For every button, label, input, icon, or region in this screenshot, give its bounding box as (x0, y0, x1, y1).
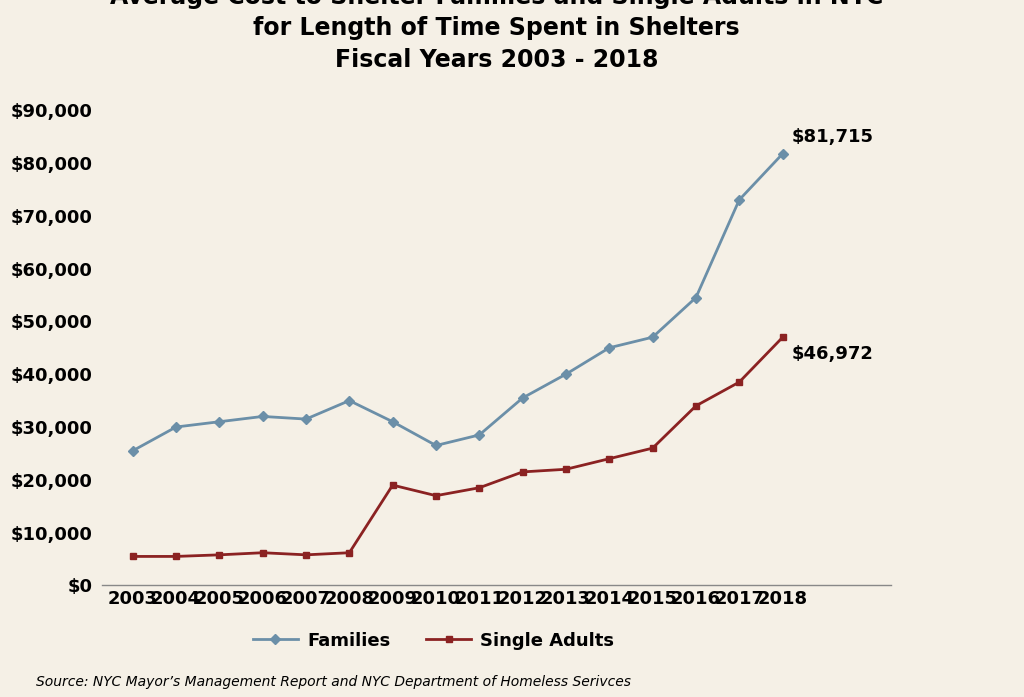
Single Adults (473, 484, 485, 492)
Single Adults (733, 378, 745, 386)
Families (473, 431, 485, 439)
Single Adults (170, 552, 182, 560)
Families (300, 415, 312, 423)
Families (127, 447, 139, 455)
Line: Families: Families (129, 151, 786, 454)
Legend: Families, Single Adults: Families, Single Adults (246, 625, 622, 657)
Families (516, 394, 528, 402)
Title: Average Cost to Shelter Families and Single Adults in NYC
for Length of Time Spe: Average Cost to Shelter Families and Sin… (110, 0, 884, 72)
Text: $46,972: $46,972 (792, 345, 873, 363)
Single Adults (603, 454, 615, 463)
Line: Single Adults: Single Adults (129, 334, 786, 560)
Text: $81,715: $81,715 (792, 128, 873, 146)
Families (776, 150, 788, 158)
Text: Source: NYC Mayor’s Management Report and NYC Department of Homeless Serivces: Source: NYC Mayor’s Management Report an… (36, 675, 631, 689)
Families (646, 333, 658, 342)
Single Adults (300, 551, 312, 559)
Single Adults (127, 552, 139, 560)
Families (386, 418, 398, 426)
Single Adults (343, 549, 355, 557)
Families (343, 397, 355, 405)
Families (257, 412, 269, 420)
Single Adults (213, 551, 225, 559)
Single Adults (646, 444, 658, 452)
Single Adults (386, 481, 398, 489)
Single Adults (430, 491, 442, 500)
Single Adults (560, 465, 572, 473)
Single Adults (516, 468, 528, 476)
Single Adults (690, 401, 702, 410)
Families (733, 196, 745, 204)
Single Adults (257, 549, 269, 557)
Families (430, 441, 442, 450)
Families (603, 344, 615, 352)
Families (560, 370, 572, 378)
Families (170, 423, 182, 431)
Families (690, 293, 702, 302)
Single Adults (776, 333, 788, 342)
Families (213, 418, 225, 426)
